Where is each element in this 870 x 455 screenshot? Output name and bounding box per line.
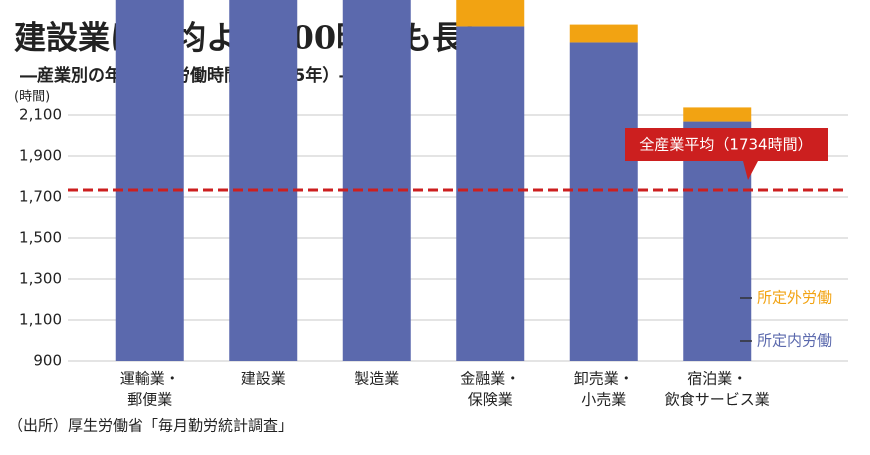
x-tick-label: 飲食サービス業: [665, 391, 770, 409]
x-tick-label: 卸売業・: [574, 370, 634, 388]
bar-segment: [569, 42, 638, 362]
legend-label: 所定外労働: [757, 289, 832, 307]
x-tick-label: 小売業: [581, 391, 626, 409]
callout-box: [625, 128, 828, 180]
x-tick-label: 金融業・: [460, 370, 520, 388]
bar-segment: [456, 0, 525, 27]
y-tick-label: 1,300: [19, 270, 62, 288]
y-axis-label: (時間): [14, 90, 50, 105]
reference-label: 全産業平均（1734時間）: [639, 136, 812, 154]
bar-segment: [683, 107, 752, 122]
y-tick-label: 900: [33, 352, 62, 370]
bar-segment: [229, 0, 298, 362]
x-tick-label: 宿泊業・: [687, 370, 747, 388]
bar-segment: [456, 26, 525, 361]
legend-label: 所定内労働: [757, 332, 832, 350]
y-tick-label: 1,100: [19, 311, 62, 329]
x-tick-label: 製造業: [354, 370, 399, 388]
y-tick-label: 1,900: [19, 147, 62, 165]
x-tick-label: 建設業: [241, 370, 286, 388]
x-tick-label: 運輸業・: [120, 370, 180, 388]
y-tick-label: 2,100: [19, 106, 62, 124]
y-tick-label: 1,500: [19, 229, 62, 247]
chart-subtitle: ―産業別の年間総実労働時間（2015年）―: [20, 65, 356, 86]
source-note: （出所）厚生労働省「毎月勤労統計調査」: [8, 417, 293, 435]
bar-segment: [569, 24, 638, 43]
bar-segment: [342, 0, 411, 362]
x-tick-label: 郵便業: [127, 391, 172, 409]
bar-segment: [115, 0, 184, 361]
y-tick-label: 1,700: [19, 188, 62, 206]
x-tick-label: 保険業: [468, 391, 513, 409]
bar-segment: [683, 121, 752, 361]
